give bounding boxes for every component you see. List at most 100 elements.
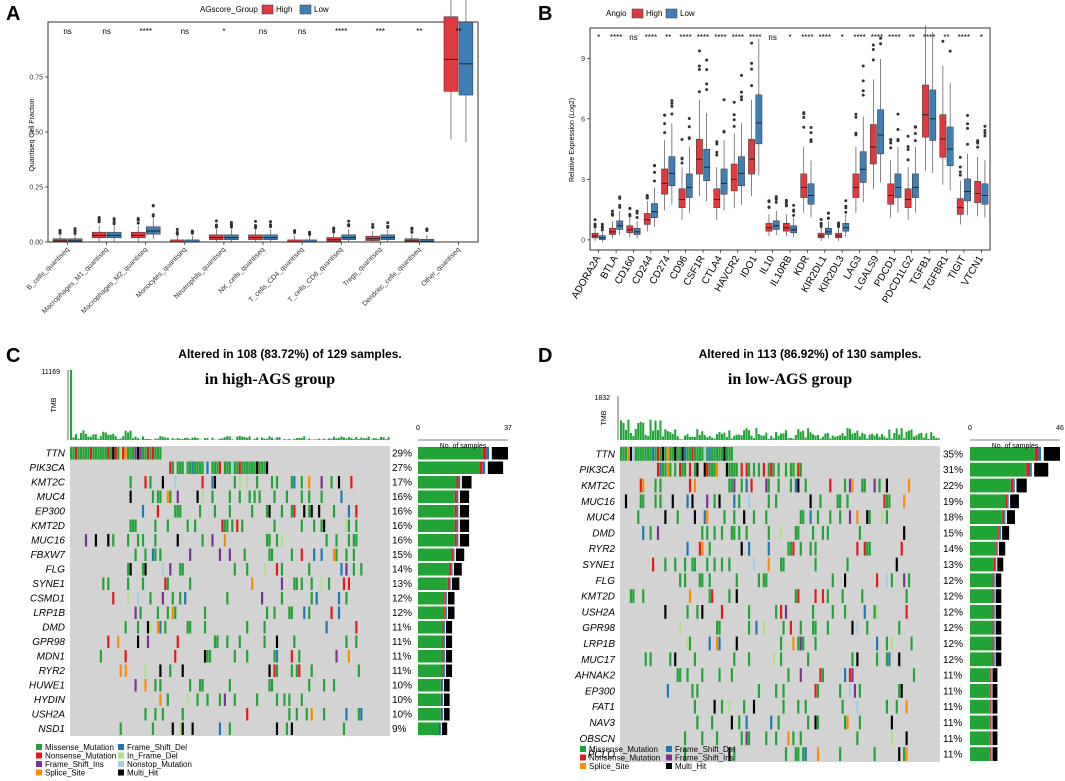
tmb-bar — [82, 430, 85, 440]
mutation-cell — [117, 635, 120, 648]
tmb-bar — [236, 436, 239, 440]
tmb-bar — [676, 436, 679, 440]
mutation-cell — [720, 447, 724, 461]
box-low — [981, 183, 989, 205]
mutation-cell — [243, 461, 246, 474]
tmb-bar — [688, 436, 691, 440]
tmb-bar — [669, 432, 672, 440]
gene-percent: 11% — [392, 622, 411, 633]
count-bar-frameshift — [993, 605, 995, 619]
plot-frame — [47, 21, 479, 243]
x-tick-label: Tregs_quantiseq — [342, 246, 384, 288]
y-tick-label: 0.25 — [29, 185, 43, 192]
mutation-cell — [679, 447, 682, 461]
mutation-cell — [124, 621, 127, 634]
tmb-bar — [831, 435, 834, 440]
mutation-cell — [787, 668, 790, 682]
mutation-cell — [223, 693, 226, 706]
mutation-cell — [885, 478, 889, 493]
significance-label: **** — [610, 33, 622, 42]
mutation-cell — [134, 679, 137, 692]
mutation-cell — [166, 606, 169, 619]
count-bar-missense — [970, 636, 993, 651]
mutation-cell — [273, 490, 276, 503]
significance-label: **** — [679, 33, 691, 42]
mutation-cell — [218, 693, 222, 706]
mutation-cell — [659, 494, 662, 509]
mutation-cell — [146, 621, 150, 634]
gene-percent: 11% — [943, 702, 962, 713]
mutation-cell — [799, 668, 802, 682]
tmb-bar — [112, 433, 115, 440]
legend-swatch — [118, 744, 124, 750]
mutation-cell — [360, 563, 363, 576]
tmb-bar — [191, 437, 194, 440]
tmb-bar — [102, 431, 105, 440]
mutation-cell — [654, 478, 657, 493]
box-outlier — [722, 130, 726, 134]
legend-b-low-label: Low — [680, 9, 695, 18]
mutation-cell — [134, 447, 137, 460]
mutation-cell — [639, 478, 642, 493]
mutation-cell — [794, 589, 797, 603]
x-tick-label: Other_quantiseq — [420, 246, 462, 288]
mutation-cell — [246, 708, 249, 721]
box-outlier — [844, 206, 848, 210]
mutation-cell — [789, 478, 793, 493]
tmb-bar — [278, 437, 281, 440]
mutation-cell — [816, 747, 820, 761]
mutation-cell — [144, 664, 147, 677]
tmb-bar — [804, 437, 807, 440]
box-outlier — [819, 221, 823, 225]
mutation-cell — [748, 462, 751, 477]
box-outlier — [871, 43, 875, 47]
mutation-cell — [856, 541, 859, 556]
count-bar-frameshift — [456, 490, 459, 503]
mutation-cell — [728, 699, 731, 714]
box-outlier — [687, 117, 691, 121]
mutation-cell — [228, 679, 231, 692]
mutation-cell — [345, 708, 348, 721]
mutation-cell — [288, 693, 291, 706]
mutation-cell — [730, 715, 733, 730]
gene-percent: 27% — [392, 463, 412, 474]
mutation-cell — [674, 652, 677, 667]
box-outlier — [941, 39, 945, 43]
tmb-bar — [718, 432, 721, 440]
mutation-cell — [251, 577, 254, 590]
box-outlier — [229, 225, 233, 229]
mutation-cell — [164, 621, 167, 634]
gene-percent: 14% — [943, 544, 963, 555]
mutation-cell — [84, 447, 88, 460]
mutation-cell — [688, 447, 692, 461]
count-bar-missense — [970, 620, 993, 635]
tmb-bar — [797, 429, 800, 440]
mutation-cell — [718, 494, 721, 509]
box-outlier — [293, 229, 297, 233]
mutation-cell — [265, 505, 269, 518]
mutation-cell — [629, 447, 633, 461]
mutation-cell — [246, 650, 249, 663]
count-bar-multi — [443, 693, 450, 706]
gene-label: SYNE1 — [32, 579, 65, 590]
count-bar-nonsense — [442, 664, 444, 677]
mutation-cell — [856, 731, 859, 746]
box-outlier — [792, 208, 796, 212]
y-tick-label: 9 — [581, 56, 585, 63]
mutation-cell — [890, 636, 893, 651]
mutation-cell — [853, 684, 857, 698]
mutation-cell — [186, 519, 189, 532]
mutation-cell — [701, 541, 704, 556]
box-outlier — [819, 224, 823, 228]
tmb-bar — [332, 436, 336, 440]
gene-label: PIK3CA — [29, 463, 65, 474]
mutation-cell — [228, 461, 231, 474]
mutation-cell — [119, 664, 122, 677]
mutation-cell — [198, 461, 202, 474]
mutation-cell — [679, 620, 682, 635]
mutation-cell — [863, 541, 866, 556]
box-outlier — [73, 231, 77, 235]
mutation-cell — [273, 606, 276, 619]
mutation-cell — [251, 461, 254, 474]
mutation-cell — [804, 699, 807, 714]
